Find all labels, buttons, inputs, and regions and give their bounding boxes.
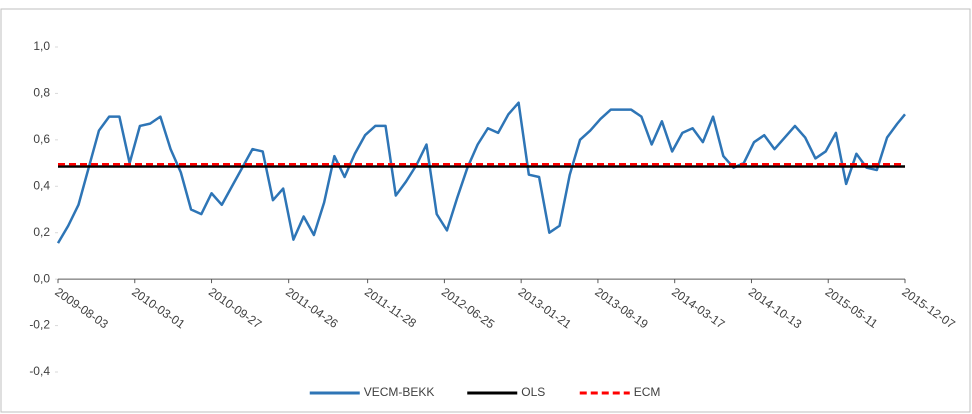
legend-label: ECM [634, 385, 661, 399]
y-tick-label: 0,0 [33, 271, 50, 285]
y-tick-label: 0,2 [33, 225, 50, 239]
chart-frame [0, 8, 971, 413]
y-tick-label: 0,6 [33, 132, 50, 146]
top-strip [0, 0, 972, 7]
y-tick-label: 0,8 [33, 86, 50, 100]
legend-label: VECM-BEKK [364, 385, 435, 399]
series-line [56, 101, 906, 244]
y-tick-label: 0,4 [33, 178, 50, 192]
y-tick-label: 1,0 [33, 39, 50, 53]
y-tick-label: -0,2 [29, 318, 50, 332]
y-tick-label: -0,4 [29, 364, 50, 378]
legend-label: OLS [521, 385, 545, 399]
